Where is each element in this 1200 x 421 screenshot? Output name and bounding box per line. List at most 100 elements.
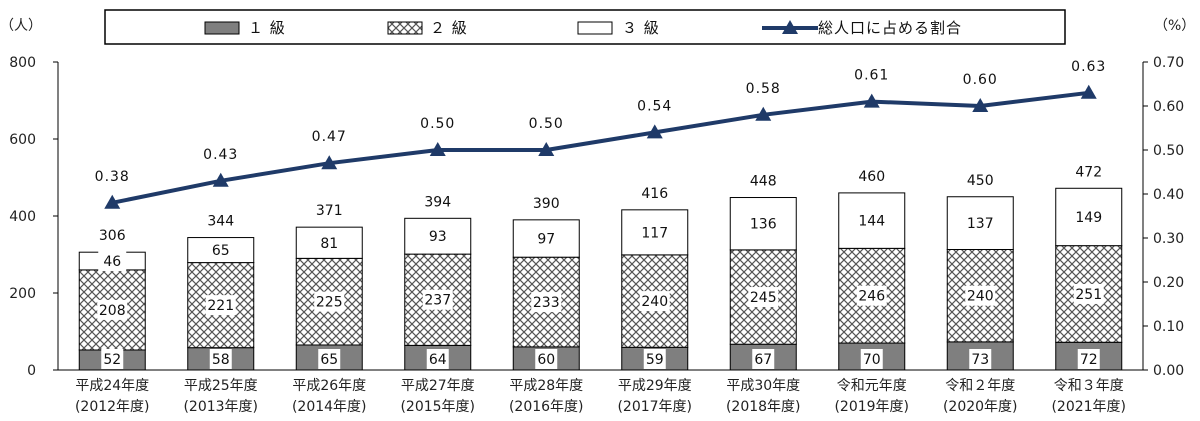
legend-swatch-series-1 (204, 21, 240, 35)
right-axis-tick-label: 0.10 (1153, 319, 1184, 335)
legend-swatch-series-2 (387, 21, 423, 35)
x-axis-category-label: 平成26年度 (292, 378, 366, 394)
data-label-series-1: 65 (320, 352, 338, 368)
line-series-marker (429, 142, 446, 156)
data-label-series-3: 97 (537, 232, 555, 248)
data-label-series-3: 81 (320, 236, 338, 252)
data-label-bg (1077, 349, 1100, 369)
data-label-bg (1073, 283, 1104, 304)
data-label-total: 306 (99, 228, 126, 244)
x-axis-category-label: 平成30年度 (726, 378, 800, 394)
line-layer: 0.38 0.43 0.47 0.50 0.50 0.54 0.58 0.61 0.60 0.63 (95, 59, 1106, 209)
line-data-label: 0.60 (963, 72, 998, 88)
line-series-marker (1080, 84, 1097, 99)
data-label-bg (422, 289, 453, 310)
data-label-series-3: 117 (641, 225, 668, 241)
x-axis-category-label: 平成24年度 (75, 378, 149, 394)
data-label-series-1: 52 (103, 352, 121, 368)
left-axis-tick-label: 600 (9, 132, 36, 148)
data-label-series-1: 72 (1080, 352, 1098, 368)
legend: １ 級 ２ 級 ３ 級 総人口に占める割合 (104, 9, 1066, 45)
data-label-total: 460 (858, 169, 885, 185)
data-label-total: 390 (533, 196, 560, 212)
data-label-total: 448 (750, 174, 777, 190)
x-axis-category-label: 令和２年度 (945, 378, 1015, 394)
data-label-total: 416 (641, 186, 668, 202)
data-label-series-3: 46 (103, 254, 121, 270)
data-label-series-2: 233 (533, 295, 560, 311)
data-label-bg (857, 210, 886, 231)
data-label-bg (97, 299, 128, 320)
x-axis-category-label: 平成29年度 (618, 378, 692, 394)
data-label-series-2: 221 (207, 298, 234, 314)
line-series-marker (104, 194, 121, 209)
line-data-label: 0.50 (529, 116, 564, 132)
line-data-label: 0.43 (203, 147, 238, 163)
data-label-bg (643, 349, 666, 369)
line-series-marker (863, 93, 880, 108)
x-axis-category-sublabel: (2017年度) (617, 399, 692, 415)
left-axis-unit: （人） (0, 18, 42, 34)
data-label-bg (749, 213, 778, 234)
data-label-series-3: 136 (750, 217, 777, 233)
line-data-label: 0.54 (637, 98, 672, 114)
data-label-bg (318, 349, 341, 369)
line-data-label: 0.61 (854, 68, 889, 84)
data-label-series-2: 246 (858, 289, 885, 305)
data-label-total: 394 (424, 194, 451, 210)
line-data-label: 0.47 (312, 129, 347, 145)
left-axis-tick-label: 0 (27, 363, 36, 379)
data-label-total: 371 (316, 203, 343, 219)
line-data-label: 0.38 (95, 169, 130, 185)
line-data-label: 0.63 (1071, 59, 1106, 75)
data-label-bg (639, 291, 670, 312)
data-label-bg (423, 226, 452, 247)
data-label-series-2: 251 (1075, 287, 1102, 303)
data-label-bg (1074, 206, 1103, 227)
data-label-bg (752, 349, 775, 369)
line-series-marker (646, 124, 663, 139)
data-label-bg (426, 349, 449, 369)
data-label-total: 472 (1075, 164, 1102, 180)
data-label-bg (315, 232, 344, 253)
x-axis-category-sublabel: (2019年度) (834, 399, 909, 415)
right-axis-tick-label: 0.70 (1153, 55, 1184, 71)
line-series-marker (321, 155, 338, 170)
axes: 0 200 400 600 800 0.00 0.10 0.20 0.30 0.40 0.50 0.6… (9, 55, 1184, 379)
right-axis-tick-label: 0.50 (1153, 143, 1184, 159)
line-series-marker (538, 142, 555, 156)
legend-line-marker (782, 20, 798, 34)
line-data-label: 0.50 (420, 116, 455, 132)
x-axis-category-sublabel: (2021年度) (1051, 399, 1126, 415)
data-label-series-2: 245 (750, 290, 777, 306)
data-label-series-1: 67 (754, 352, 772, 368)
line-data-label: 0.58 (746, 81, 781, 97)
line-series-path (111, 90, 1089, 205)
data-label-total: 450 (967, 173, 994, 189)
right-axis-tick-label: 0.30 (1153, 231, 1184, 247)
data-label-series-3: 93 (429, 229, 447, 245)
right-axis-unit: （%） (1154, 18, 1195, 34)
legend-label-series-1: １ 級 (248, 19, 286, 37)
legend-swatch-series-3 (577, 21, 613, 35)
data-label-bg (640, 222, 669, 243)
x-axis-category-label: 平成27年度 (401, 378, 475, 394)
x-axis-category-label: 令和３年度 (1054, 378, 1124, 394)
data-label-series-1: 60 (537, 352, 555, 368)
x-axis-category-sublabel: (2012年度) (75, 399, 150, 415)
data-label-bg (748, 287, 779, 308)
data-label-series-1: 59 (646, 352, 664, 368)
bars: 52 208 46 306 58 221 65 344 65 225 81 371 64 237 93 394… (78, 164, 1123, 371)
right-axis-tick-label: 0.60 (1153, 99, 1184, 115)
data-label-series-2: 208 (99, 303, 126, 319)
line-series-marker (212, 172, 229, 187)
data-label-series-3: 137 (967, 216, 994, 232)
x-axis-category-label: 平成28年度 (509, 378, 583, 394)
data-label-bg (98, 251, 127, 272)
data-label-series-3: 65 (212, 243, 230, 259)
data-label-bg (966, 213, 995, 234)
data-label-total: 344 (207, 214, 234, 230)
x-axis-category-label: 平成25年度 (184, 378, 258, 394)
x-axis-categories: 平成24年度 (2012年度) 平成25年度 (2013年度) 平成26年度 (2014年… (75, 378, 1126, 415)
